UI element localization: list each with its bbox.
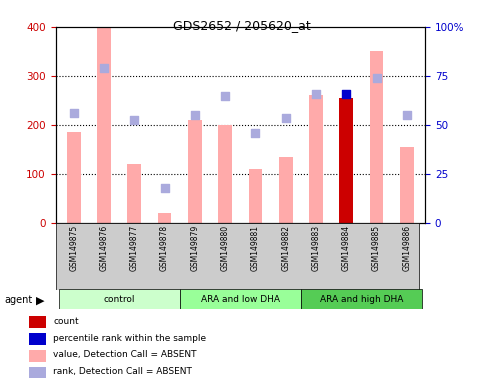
Point bbox=[342, 91, 350, 97]
Text: GSM149878: GSM149878 bbox=[160, 225, 169, 271]
Point bbox=[282, 115, 290, 121]
Bar bbox=[180, 289, 301, 309]
Point bbox=[221, 93, 229, 99]
Bar bbox=[28, 367, 46, 379]
Text: GSM149883: GSM149883 bbox=[312, 225, 321, 271]
Text: control: control bbox=[103, 295, 135, 304]
Bar bbox=[218, 125, 232, 223]
Text: GSM149885: GSM149885 bbox=[372, 225, 381, 271]
Bar bbox=[279, 157, 293, 223]
Bar bbox=[188, 120, 202, 223]
Bar bbox=[249, 169, 262, 223]
Text: GSM149881: GSM149881 bbox=[251, 225, 260, 271]
Text: GDS2652 / 205620_at: GDS2652 / 205620_at bbox=[172, 19, 311, 32]
Point bbox=[403, 112, 411, 118]
Text: GSM149884: GSM149884 bbox=[342, 225, 351, 271]
Text: ARA and high DHA: ARA and high DHA bbox=[320, 295, 403, 304]
Text: GSM149880: GSM149880 bbox=[221, 225, 229, 271]
Point bbox=[191, 112, 199, 118]
Bar bbox=[309, 95, 323, 223]
Point bbox=[161, 185, 169, 192]
Bar bbox=[158, 213, 171, 223]
Bar bbox=[28, 333, 46, 345]
Point bbox=[70, 109, 78, 116]
Bar bbox=[128, 164, 141, 223]
Point bbox=[252, 130, 259, 136]
Point bbox=[100, 65, 108, 71]
Text: GSM149882: GSM149882 bbox=[281, 225, 290, 271]
Point bbox=[312, 91, 320, 98]
Bar bbox=[67, 132, 81, 223]
Text: GSM149877: GSM149877 bbox=[130, 225, 139, 271]
Bar bbox=[370, 51, 384, 223]
Bar bbox=[58, 289, 180, 309]
Text: agent: agent bbox=[5, 295, 33, 305]
Text: GSM149875: GSM149875 bbox=[69, 225, 78, 271]
Text: rank, Detection Call = ABSENT: rank, Detection Call = ABSENT bbox=[53, 367, 192, 376]
Bar bbox=[301, 289, 422, 309]
Bar bbox=[400, 147, 413, 223]
Point bbox=[373, 75, 381, 81]
Bar bbox=[28, 350, 46, 362]
Bar bbox=[28, 316, 46, 328]
Text: GSM149886: GSM149886 bbox=[402, 225, 412, 271]
Text: ARA and low DHA: ARA and low DHA bbox=[201, 295, 280, 304]
Text: GSM149879: GSM149879 bbox=[190, 225, 199, 271]
Text: percentile rank within the sample: percentile rank within the sample bbox=[53, 334, 206, 343]
Text: GSM149876: GSM149876 bbox=[99, 225, 109, 271]
Text: count: count bbox=[53, 317, 79, 326]
Bar bbox=[97, 27, 111, 223]
Bar bbox=[340, 98, 353, 223]
Point bbox=[130, 117, 138, 123]
Text: ▶: ▶ bbox=[36, 295, 45, 305]
Text: value, Detection Call = ABSENT: value, Detection Call = ABSENT bbox=[53, 351, 197, 359]
